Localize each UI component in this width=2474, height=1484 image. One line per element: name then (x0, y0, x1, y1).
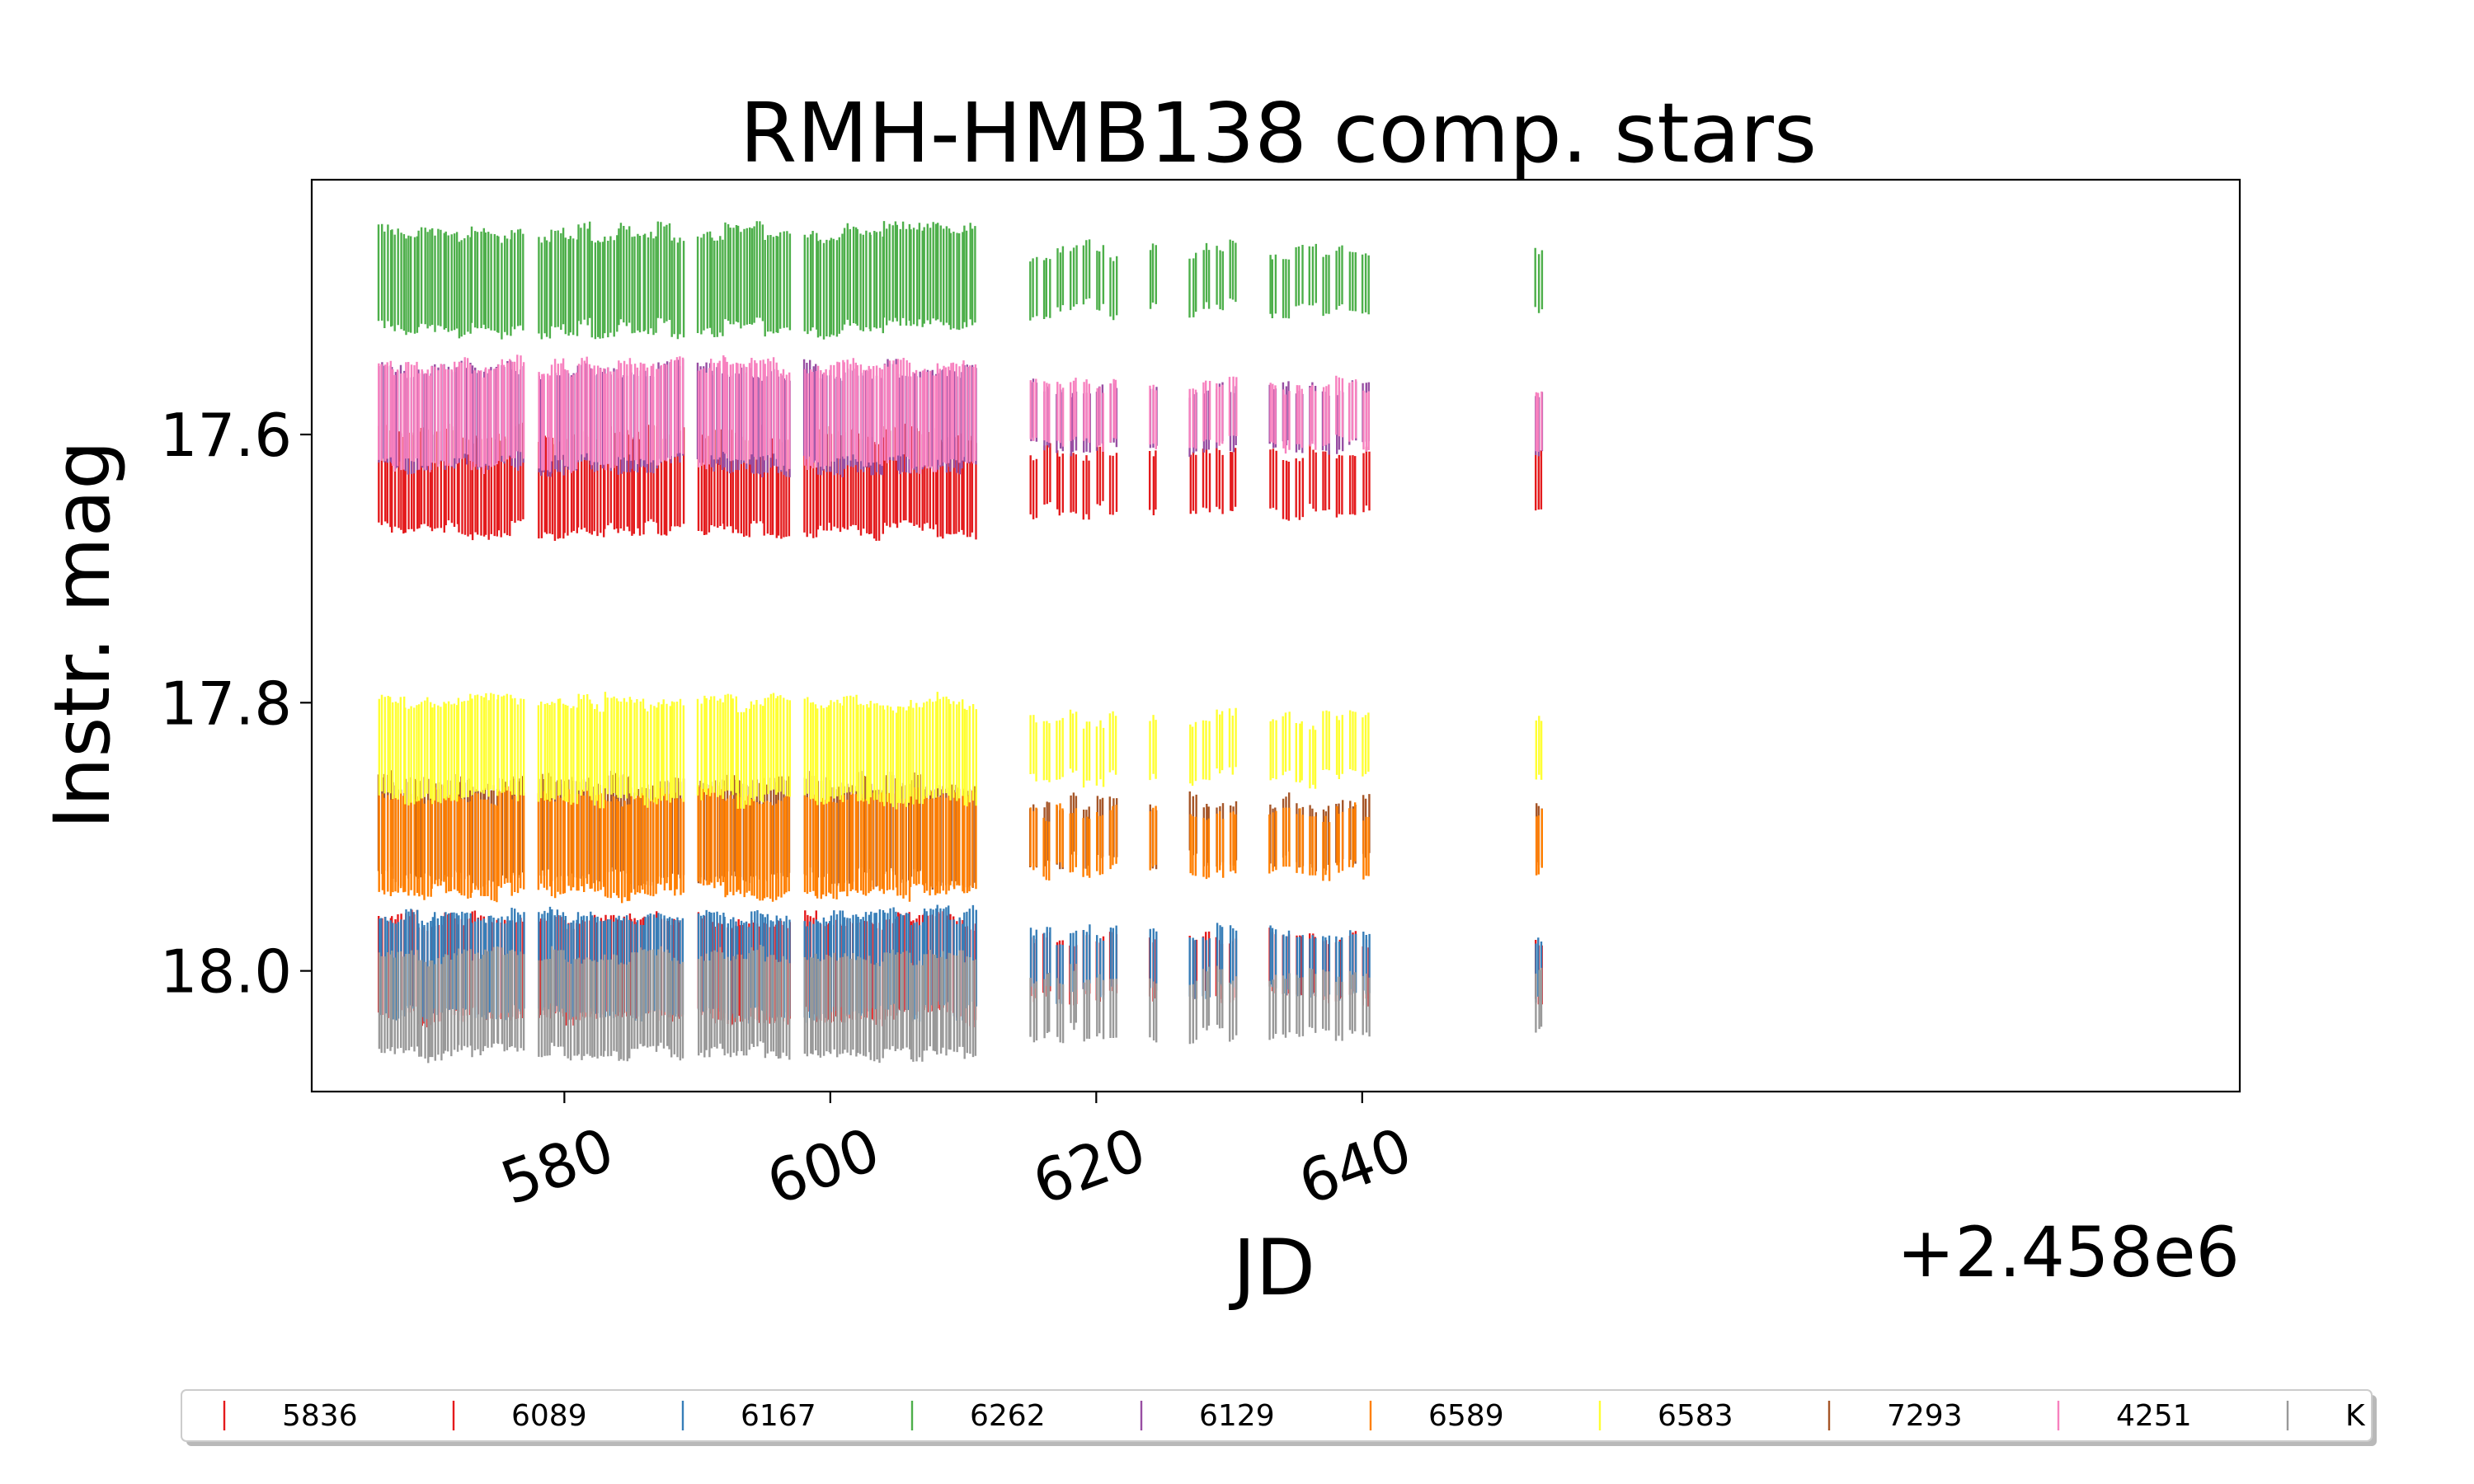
x-axis-label: JD (1229, 1223, 1315, 1313)
series-6262 (377, 221, 1544, 340)
legend-box (181, 1389, 2373, 1442)
y-tick-label-18: 18.0 (160, 937, 292, 1007)
series-4251 (378, 355, 1543, 474)
plot-frame (310, 178, 2241, 1093)
y-tick-label-17.6: 17.6 (160, 401, 292, 470)
y-tick-label-17.8: 17.8 (160, 669, 292, 738)
legend-label-K: K (2345, 1399, 2366, 1433)
data-marks (377, 221, 1544, 1064)
series-K (378, 945, 1543, 1064)
legend-label-4251: 4251 (2116, 1399, 2192, 1433)
legend-label-6089: 6089 (511, 1399, 587, 1433)
chart-title: RMH-HMB138 comp. stars (740, 85, 1817, 181)
legend-label-5836: 5836 (282, 1399, 358, 1433)
legend-label-6129: 6129 (1199, 1399, 1275, 1433)
legend-label-6167: 6167 (741, 1399, 816, 1433)
legend-label-6589: 6589 (1428, 1399, 1504, 1433)
legend-label-6262: 6262 (970, 1399, 1046, 1433)
legend: 5836 6089 6167 6262 6129 6589 6583 7293 4251 K (181, 1389, 2377, 1446)
legend-label-7293: 7293 (1887, 1399, 1963, 1433)
x-offset-label: +2.458e6 (1897, 1212, 2240, 1293)
legend-label-6583: 6583 (1658, 1399, 1733, 1433)
y-axis-label: Instr. mag (38, 440, 128, 829)
series-6583 (378, 692, 1543, 810)
y-axis: 17.6 17.8 18.0 (160, 401, 312, 1007)
series-6589 (378, 785, 1544, 904)
